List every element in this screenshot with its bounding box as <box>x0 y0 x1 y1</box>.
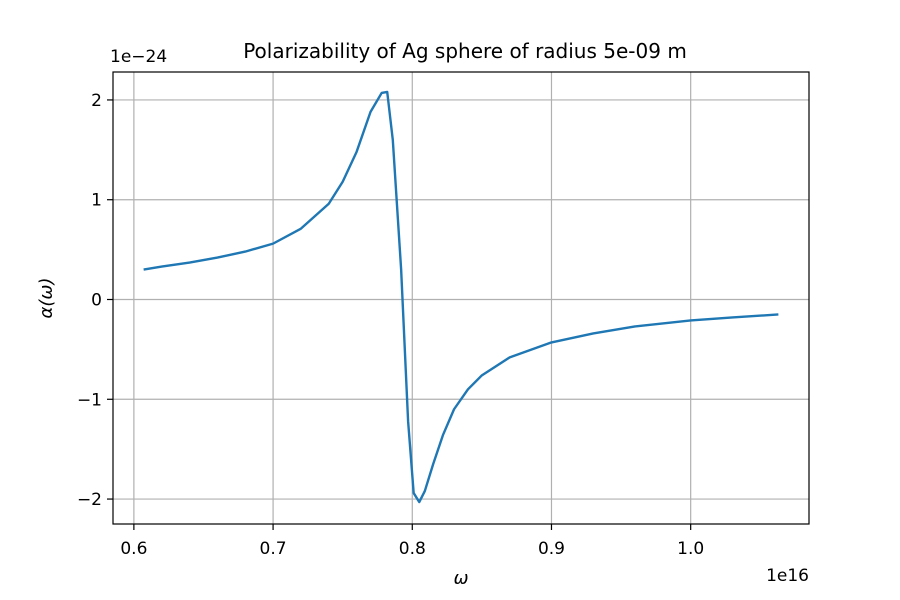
x-tick-label: 0.6 <box>120 539 147 559</box>
y-axis-label: α(ω) <box>36 278 57 319</box>
grid <box>113 72 809 524</box>
y-tick-label: −1 <box>77 390 102 410</box>
x-tick-label: 0.9 <box>538 539 565 559</box>
y-tick-label: −2 <box>77 490 102 510</box>
x-tick-label: 0.7 <box>260 539 287 559</box>
y-tick-label: 0 <box>91 290 102 310</box>
series-layer <box>143 90 779 504</box>
series-line <box>143 90 779 504</box>
x-tick-label: 0.8 <box>399 539 426 559</box>
x-axis-offset-text: 1e16 <box>766 566 809 586</box>
y-tick-label: 1 <box>91 191 102 211</box>
x-tick-label: 1.0 <box>677 539 704 559</box>
y-tick-label: 2 <box>91 91 102 111</box>
x-axis-label: ω <box>453 568 468 589</box>
chart-title: Polarizability of Ag sphere of radius 5e… <box>243 39 687 63</box>
plot-frame <box>112 71 810 525</box>
y-axis-offset-text: 1e−24 <box>110 47 167 67</box>
ticks: 0.6 0.7 0.8 0.9 1.0 −2 −1 0 1 2 <box>77 91 704 559</box>
